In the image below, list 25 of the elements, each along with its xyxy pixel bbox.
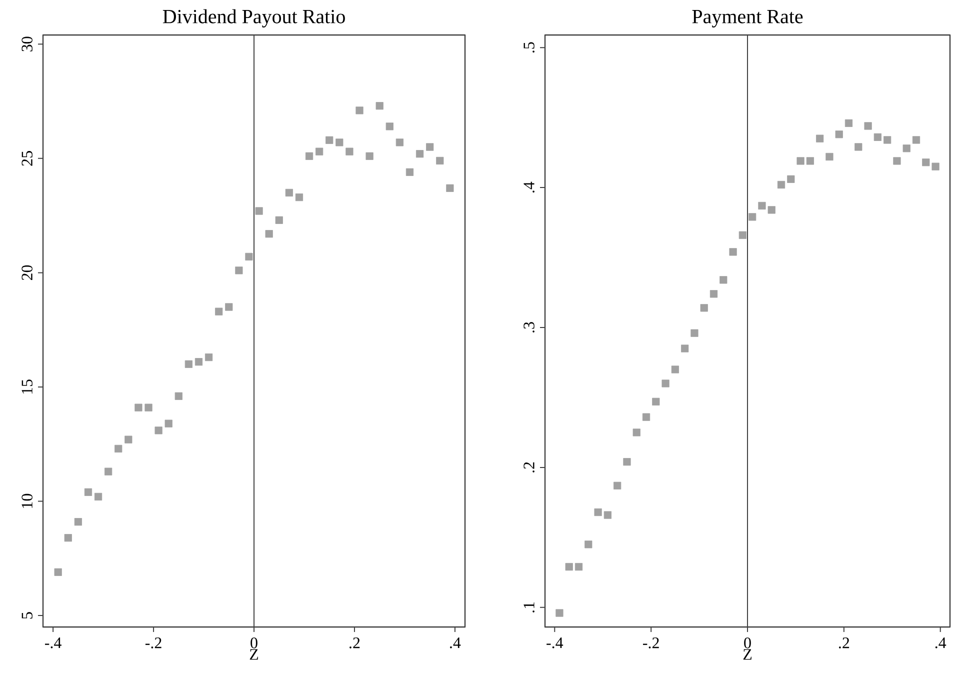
x-tick-label: -.4 bbox=[44, 638, 62, 648]
y-tick-label: .5 bbox=[524, 42, 534, 53]
x-tick-label: 0 bbox=[250, 638, 258, 648]
y-tick-label: .3 bbox=[524, 322, 534, 332]
y-tick-label: 25 bbox=[22, 151, 32, 166]
y-tick-label: 5 bbox=[22, 612, 32, 619]
y-tick-label: .2 bbox=[524, 462, 534, 472]
y-tick-label: .1 bbox=[524, 602, 534, 612]
x-axis-title: Z bbox=[250, 649, 258, 660]
x-tick-label: .2 bbox=[838, 638, 850, 648]
y-tick-label: 30 bbox=[22, 36, 32, 52]
x-tick-label: .4 bbox=[450, 638, 461, 648]
y-tick-label: .4 bbox=[524, 182, 534, 192]
x-tick-label: -.2 bbox=[145, 638, 162, 648]
x-axis-title: Z bbox=[743, 649, 752, 660]
y-tick-label: 15 bbox=[22, 380, 32, 394]
x-tick-label: 0 bbox=[744, 638, 751, 648]
chart-title: Payment Rate bbox=[692, 10, 803, 28]
y-tick-label: 20 bbox=[22, 265, 32, 280]
y-tick-label: 10 bbox=[22, 494, 32, 508]
x-tick-label: .4 bbox=[935, 638, 946, 648]
chart-title: Dividend Payout Ratio bbox=[162, 9, 345, 28]
x-tick-label: -.2 bbox=[643, 638, 659, 648]
x-tick-label: -.4 bbox=[546, 638, 564, 648]
x-tick-label: .2 bbox=[350, 638, 360, 648]
